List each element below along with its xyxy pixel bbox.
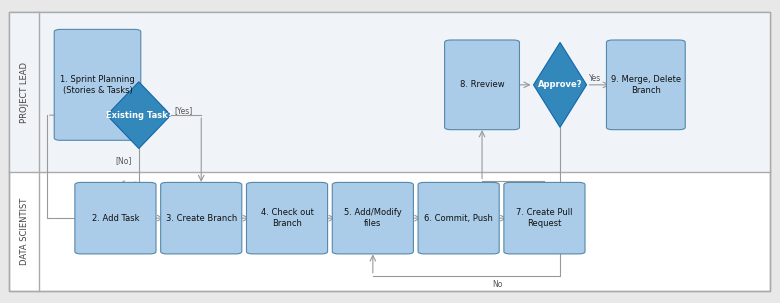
Text: 2. Add Task: 2. Add Task (92, 214, 139, 223)
Text: 1. Sprint Planning
(Stories & Tasks): 1. Sprint Planning (Stories & Tasks) (60, 75, 135, 95)
Text: 9. Merge, Delete
Branch: 9. Merge, Delete Branch (611, 75, 681, 95)
Text: Approve?: Approve? (537, 80, 583, 89)
Text: [No]: [No] (115, 156, 132, 165)
Bar (9, 12, 770, 172)
FancyBboxPatch shape (161, 182, 242, 254)
Text: 7. Create Pull
Request: 7. Create Pull Request (516, 208, 573, 228)
Polygon shape (534, 42, 587, 127)
Text: DATA SCIENTIST: DATA SCIENTIST (20, 198, 29, 265)
Text: No: No (492, 280, 503, 289)
FancyBboxPatch shape (418, 182, 499, 254)
FancyBboxPatch shape (504, 182, 585, 254)
Text: 3. Create Branch: 3. Create Branch (165, 214, 237, 223)
Text: 8. Rreview: 8. Rreview (459, 80, 505, 89)
FancyBboxPatch shape (445, 40, 519, 130)
Text: [Yes]: [Yes] (175, 106, 193, 115)
Text: 4. Check out
Branch: 4. Check out Branch (261, 208, 314, 228)
Text: Existing Task?: Existing Task? (105, 111, 172, 120)
FancyBboxPatch shape (55, 29, 140, 140)
FancyBboxPatch shape (246, 182, 328, 254)
Text: PROJECT LEAD: PROJECT LEAD (20, 62, 29, 123)
FancyBboxPatch shape (332, 182, 413, 254)
Polygon shape (107, 82, 171, 148)
FancyBboxPatch shape (75, 182, 156, 254)
FancyBboxPatch shape (606, 40, 685, 130)
Text: 5. Add/Modify
files: 5. Add/Modify files (344, 208, 402, 228)
Text: 6. Commit, Push: 6. Commit, Push (424, 214, 493, 223)
Text: Yes: Yes (589, 74, 601, 83)
